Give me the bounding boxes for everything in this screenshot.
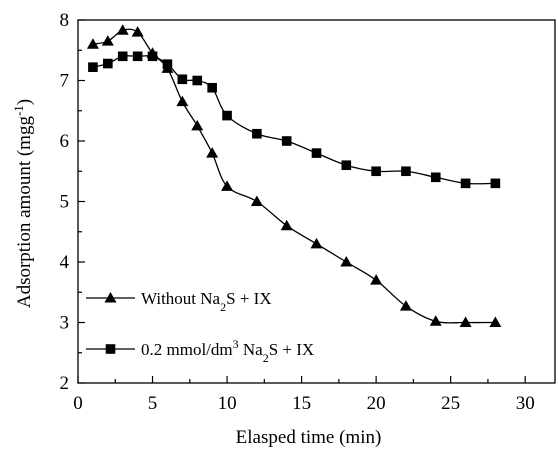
- data-point: [280, 219, 293, 231]
- data-point: [192, 75, 203, 86]
- data-point: [460, 178, 471, 189]
- data-point: [117, 51, 128, 62]
- y-axis-title: Adsorption amount (mgg-1): [11, 99, 36, 308]
- legend-marker: [104, 292, 117, 303]
- x-tick-label: 0: [73, 393, 83, 414]
- data-point: [222, 110, 232, 121]
- data-point: [371, 166, 381, 177]
- data-point: [490, 178, 501, 189]
- legend-marker: [105, 344, 116, 354]
- data-point: [86, 38, 99, 49]
- y-tick-label: 3: [60, 313, 70, 334]
- series-layer: [86, 24, 502, 327]
- x-tick-label: 30: [516, 393, 535, 414]
- y-tick-label: 2: [60, 373, 70, 394]
- legend-label: Without Na2S + IX: [141, 289, 272, 314]
- data-point: [430, 172, 441, 183]
- x-tick-label: 15: [292, 393, 311, 414]
- legend-entry-2: 0.2 mmol/dm3 Na2S + IX: [86, 337, 314, 365]
- data-point: [252, 128, 262, 139]
- y-tick-label: 7: [60, 71, 70, 92]
- x-tick-label: 20: [367, 393, 386, 414]
- axes: 0 5 10 15 20 25 30 2 3 4 5 6 7 8 Elasped time (min) Ads…: [11, 10, 556, 448]
- data-point: [489, 316, 502, 327]
- y-tick-label: 4: [60, 252, 70, 273]
- data-point: [459, 316, 472, 327]
- y-tick-label: 5: [60, 192, 70, 213]
- plot-frame: [77, 19, 556, 384]
- data-point: [131, 26, 144, 37]
- data-point: [401, 166, 411, 177]
- data-point: [206, 147, 219, 158]
- series-2: [88, 51, 501, 189]
- legend-entry-1: Without Na2S + IX: [86, 289, 272, 314]
- data-point: [88, 62, 98, 72]
- series-1: [86, 24, 502, 327]
- y-tick-label: 8: [60, 10, 70, 31]
- x-axis-title: Elasped time (min): [236, 427, 382, 448]
- x-tick-label: 5: [148, 393, 158, 414]
- data-point: [429, 315, 442, 326]
- data-point: [221, 180, 234, 191]
- data-point: [281, 136, 292, 146]
- data-point: [250, 195, 263, 206]
- data-point: [101, 35, 114, 46]
- legend: Without Na2S + IX 0.2 mmol/dm3 Na2S + IX: [86, 289, 314, 365]
- data-point: [147, 51, 158, 62]
- data-point: [176, 95, 189, 107]
- legend-label: 0.2 mmol/dm3 Na2S + IX: [141, 337, 314, 365]
- data-point: [311, 148, 322, 158]
- y-tick-label: 6: [60, 131, 70, 152]
- data-point: [340, 256, 353, 267]
- data-point: [177, 74, 188, 85]
- x-tick-label: 25: [441, 393, 460, 414]
- data-point: [103, 58, 113, 69]
- series-line: [92, 55, 496, 185]
- x-tick-label: 10: [218, 393, 237, 414]
- data-point: [116, 24, 129, 35]
- data-point: [132, 51, 143, 62]
- data-point: [370, 274, 383, 285]
- data-point: [162, 59, 173, 69]
- data-point: [191, 119, 204, 131]
- data-point: [310, 237, 323, 249]
- data-point: [399, 300, 412, 311]
- data-point: [341, 160, 352, 170]
- data-point: [207, 82, 217, 93]
